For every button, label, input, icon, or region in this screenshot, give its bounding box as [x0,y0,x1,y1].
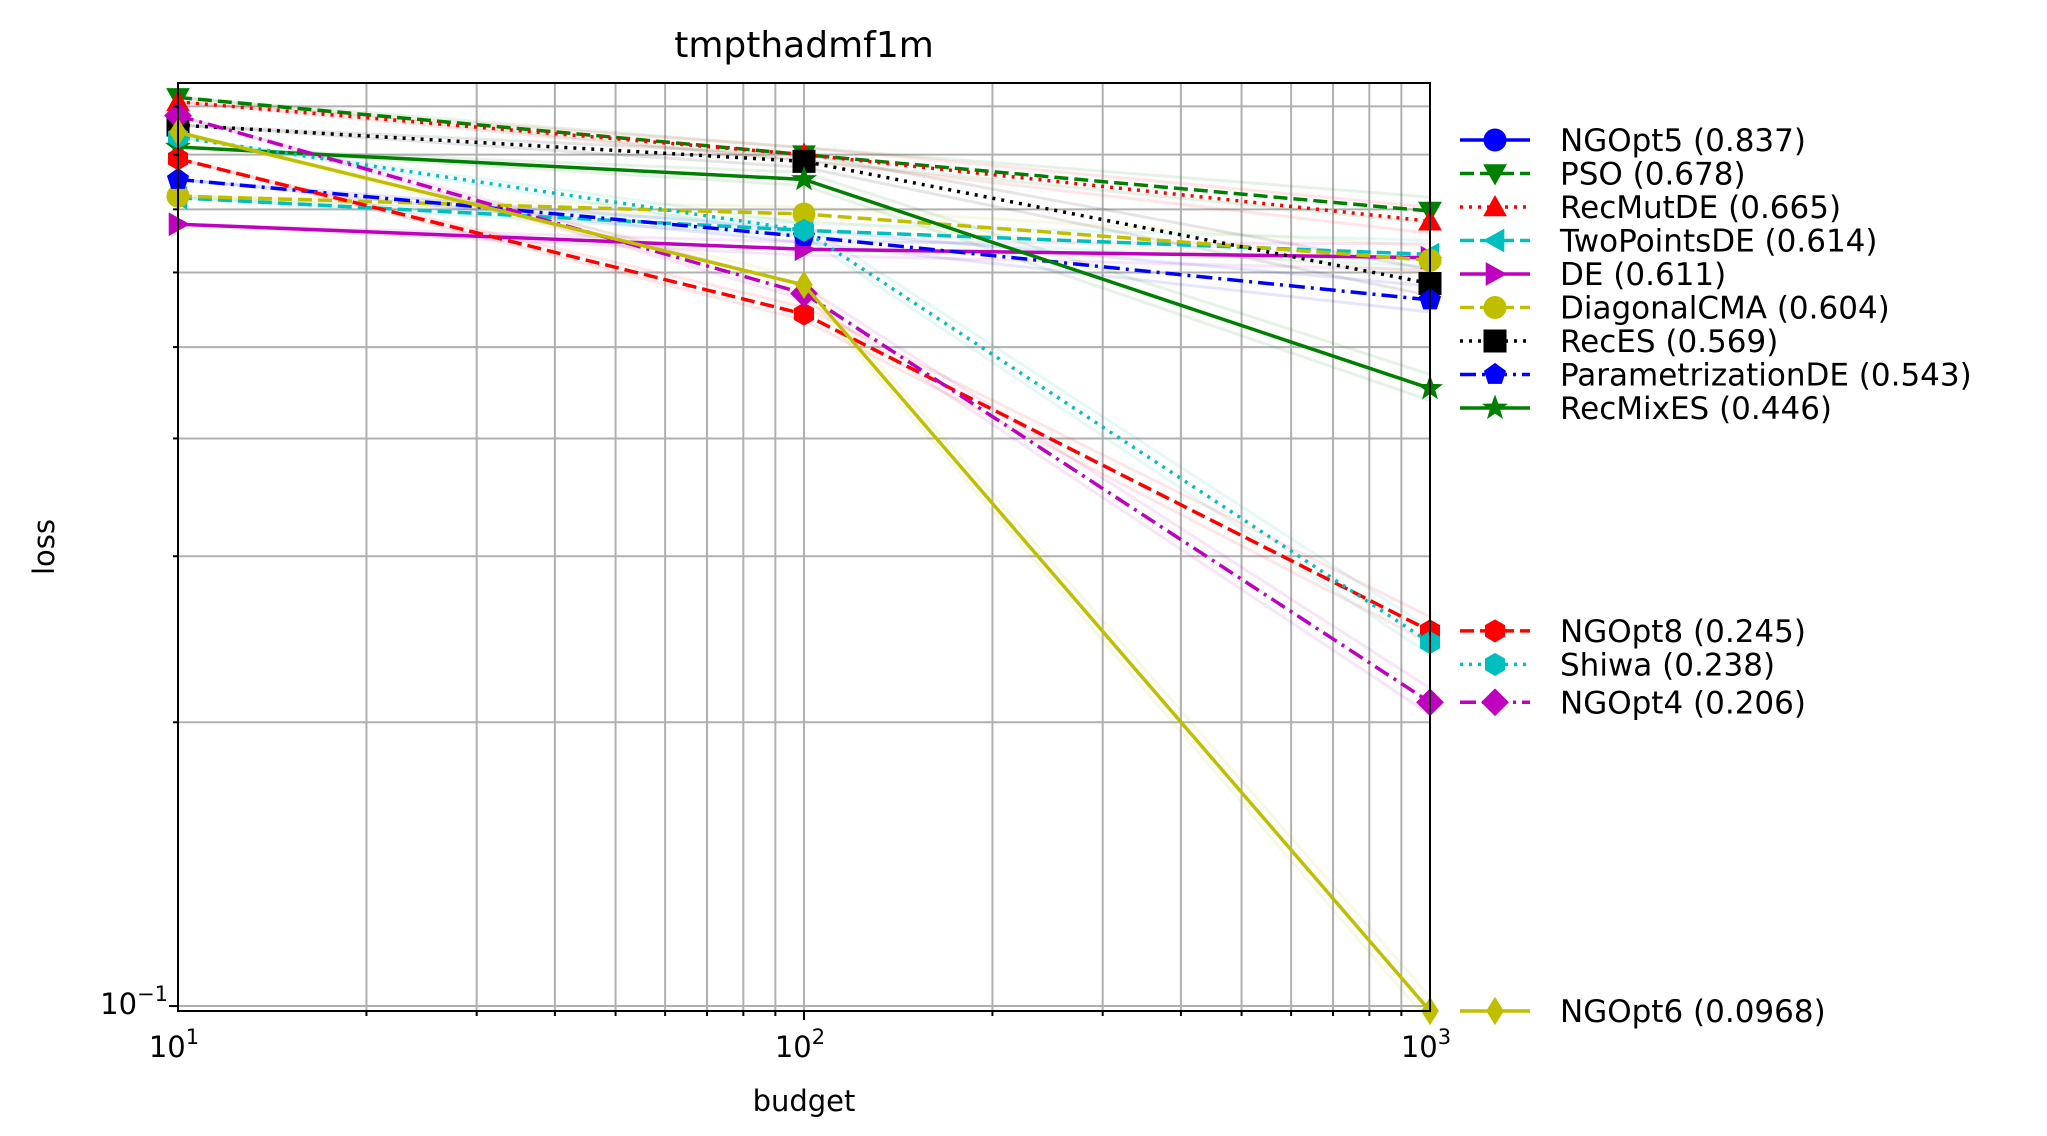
legend-marker [1484,652,1506,676]
legend-entry-parametrizationde: ParametrizationDE (0.543) [1460,358,1972,394]
legend-entry-shiwa: Shiwa (0.238) [1460,647,1775,683]
x-axis-label: budget [753,1084,856,1118]
chart-title: tmpthadmf1m [674,25,934,66]
legend-marker [1482,394,1508,419]
legend-entry-ngopt4: NGOpt4 (0.206) [1460,685,1806,721]
legend-label: DE (0.611) [1560,257,1726,293]
legend-entry-ngopt6: NGOpt6 (0.0968) [1460,994,1826,1030]
series-ngopt6 [169,118,1439,1026]
legend-entry-ngopt8: NGOpt8 (0.245) [1460,614,1806,650]
legend-entry-recmixes: RecMixES (0.446) [1460,391,1832,427]
legend-marker [1483,329,1507,353]
x-tick-label: 101 [149,1025,199,1064]
legend-label: NGOpt8 (0.245) [1560,614,1806,650]
x-tick-label: 102 [775,1025,825,1064]
legend-label: Shiwa (0.238) [1560,647,1775,683]
legend-entry-pso: PSO (0.678) [1460,157,1746,193]
legend-label: NGOpt5 (0.837) [1560,123,1806,159]
legend-entry-reces: RecES (0.569) [1460,324,1778,360]
point-de [168,212,191,237]
axis-ticks: 101 102 103 10−1 [100,105,1451,1064]
legend-entry-twopointsde: TwoPointsDE (0.614) [1460,224,1878,260]
y-tick-label: 10−1 [100,982,168,1021]
legend-marker [1483,194,1507,217]
line-recmutde [177,100,1431,223]
legend-label: PSO (0.678) [1560,157,1746,193]
legend-label: NGOpt4 (0.206) [1560,685,1806,721]
line-reces [177,123,1431,286]
legend-marker [1485,262,1508,286]
legend-marker [1481,688,1509,717]
legend: NGOpt5 (0.837)PSO (0.678)RecMutDE (0.665… [1460,123,1972,1030]
legend-label: RecMixES (0.446) [1560,391,1832,427]
legend-label: DiagonalCMA (0.604) [1560,291,1890,327]
legend-label: ParametrizationDE (0.543) [1560,358,1972,394]
legend-entry-diagonalcma: DiagonalCMA (0.604) [1460,291,1890,327]
legend-entry-de: DE (0.611) [1460,257,1726,293]
legend-marker [1483,362,1507,384]
legend-marker [1484,619,1506,643]
legend-marker [1482,228,1505,253]
point-ngopt6 [795,270,813,300]
legend-marker [1486,996,1504,1026]
x-tick-label: 103 [1401,1025,1451,1064]
legend-label: RecES (0.569) [1560,324,1778,360]
point-ngopt8 [793,302,815,326]
legend-entry-recmutde: RecMutDE (0.665) [1460,190,1841,226]
legend-label: NGOpt6 (0.0968) [1560,994,1826,1030]
legend-marker [1483,128,1507,152]
point-shiwa [793,218,815,242]
legend-label: RecMutDE (0.665) [1560,190,1841,226]
legend-label: TwoPointsDE (0.614) [1559,224,1878,260]
legend-entry-ngopt5: NGOpt5 (0.837) [1460,123,1806,159]
y-axis-label: loss [27,519,61,575]
faint-line-recmixes [177,145,1431,402]
legend-marker [1483,164,1507,186]
legend-marker [1483,296,1507,319]
point-recmixes [791,165,817,191]
line-ngopt4 [177,113,1431,704]
